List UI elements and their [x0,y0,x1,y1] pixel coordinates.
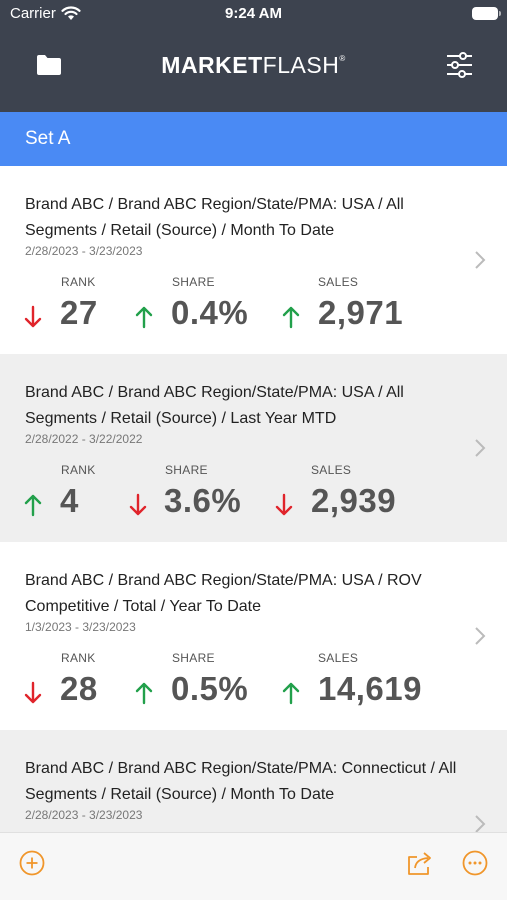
status-time: 9:24 AM [225,5,282,22]
report-date-range: 2/28/2022 - 3/22/2022 [25,432,143,446]
share-arrow-icon [129,493,147,516]
share-arrow-icon [135,682,153,705]
chevron-right-icon [475,815,486,833]
share-icon[interactable] [406,849,434,877]
sales-value: 2,971 [318,294,404,331]
share-label: SHARE [172,275,215,289]
sales-value: 2,939 [311,482,397,519]
bottom-toolbar [0,832,507,900]
sales-arrow-icon [282,682,300,705]
sales-label: SALES [311,463,352,477]
report-card[interactable]: Brand ABC / Brand ABC Region/State/PMA: … [0,542,507,730]
header: Carrier 9:24 AM MARKETFLASH® [0,0,507,112]
chevron-right-icon [475,251,486,269]
sales-label: SALES [318,651,359,665]
rank-value: 4 [60,482,79,519]
sales-arrow-icon [275,493,293,516]
rank-value: 28 [60,670,98,707]
logo-mark: ® [339,54,346,63]
rank-value: 27 [60,294,98,331]
logo-bold: MARKET [161,52,263,78]
sales-arrow-icon [282,306,300,329]
chevron-right-icon [475,627,486,645]
rank-arrow-icon [24,305,42,328]
rank-label: RANK [61,275,96,289]
sales-label: SALES [318,275,359,289]
rank-arrow-icon [24,681,42,704]
status-bar: Carrier 9:24 AM [0,0,507,28]
brand-logo: MARKETFLASH® [0,52,507,79]
report-date-range: 2/28/2023 - 3/23/2023 [25,808,143,822]
report-card[interactable]: Brand ABC / Brand ABC Region/State/PMA: … [0,166,507,354]
set-title: Set A [25,128,71,149]
report-title: Brand ABC / Brand ABC Region/State/PMA: … [25,384,404,427]
more-icon[interactable] [461,849,489,877]
rank-arrow-icon [24,494,42,517]
share-label: SHARE [172,651,215,665]
report-card[interactable]: Brand ABC / Brand ABC Region/State/PMA: … [0,354,507,542]
share-value: 0.5% [171,670,249,707]
carrier-label: Carrier [10,5,56,22]
set-header[interactable]: Set A [0,112,507,166]
folder-icon[interactable] [36,54,62,76]
share-arrow-icon [135,306,153,329]
wifi-icon [61,6,81,20]
report-title: Brand ABC / Brand ABC Region/State/PMA: … [25,760,457,803]
rank-label: RANK [61,463,96,477]
share-value: 0.4% [171,294,249,331]
sales-value: 14,619 [318,670,422,707]
report-date-range: 1/3/2023 - 3/23/2023 [25,620,136,634]
rank-label: RANK [61,651,96,665]
report-title: Brand ABC / Brand ABC Region/State/PMA: … [25,196,404,239]
share-label: SHARE [165,463,208,477]
logo-light: FLASH [262,52,340,78]
add-circle-icon[interactable] [18,849,46,877]
filter-sliders-icon[interactable] [446,52,473,78]
nav-bar: MARKETFLASH® [0,28,507,112]
battery-icon [472,7,501,20]
chevron-right-icon [475,439,486,457]
share-value: 3.6% [164,482,242,519]
report-date-range: 2/28/2023 - 3/23/2023 [25,244,143,258]
report-title: Brand ABC / Brand ABC Region/State/PMA: … [25,572,422,615]
